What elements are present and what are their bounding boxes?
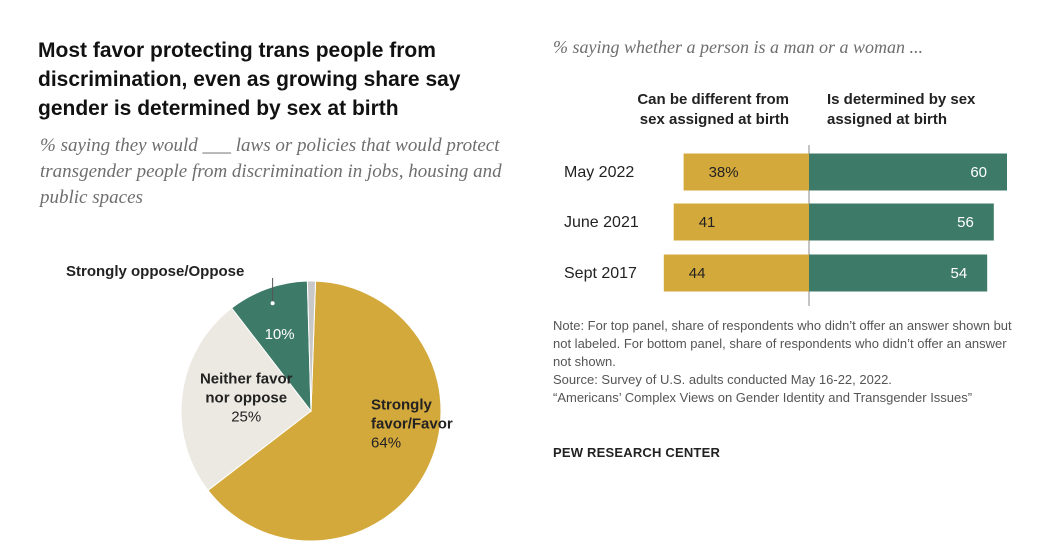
pie-slice-label: nor oppose (205, 389, 287, 406)
series-header-right: Is determined by sex (827, 91, 976, 108)
bar-value-label: 41 (699, 214, 716, 231)
bar-value-label: 60 (970, 164, 987, 181)
pie-slice-label: Neither favor (200, 370, 293, 387)
pie-slice-label: Strongly (371, 397, 432, 414)
series-header-left: Can be different from (637, 91, 789, 108)
pie-leader-dot (270, 301, 275, 306)
pie-slice (306, 280, 317, 412)
report-title-text: “Americans’ Complex Views on Gender Iden… (553, 390, 973, 405)
pie-slice-label: Strongly oppose/Oppose (66, 263, 244, 280)
bar-value-label: 44 (689, 265, 706, 282)
series-header-left: sex assigned at birth (640, 111, 789, 128)
pie-slice (207, 280, 442, 542)
series-header-right: assigned at birth (827, 111, 947, 128)
pie-value-label: 25% (231, 408, 261, 425)
category-label: May 2022 (564, 164, 634, 181)
source-text: Source: Survey of U.S. adults conducted … (553, 372, 892, 387)
pie-slice (230, 280, 312, 413)
bar-value-label: 38% (709, 164, 739, 181)
bar-left (663, 254, 809, 292)
category-label: Sept 2017 (564, 265, 637, 282)
chart-title: Most favor protecting trans people from … (38, 39, 461, 120)
brand-logo-text: PEW RESEARCH CENTER (553, 445, 721, 460)
bar-right (809, 254, 988, 292)
bar-value-label: 56 (957, 214, 974, 231)
pie-value-label: 10% (265, 326, 295, 343)
bar-value-label: 54 (951, 265, 968, 282)
pie-subtitle: % saying they would ___ laws or policies… (40, 135, 502, 208)
pie-slice-label: favor/Favor (371, 416, 453, 433)
category-label: June 2021 (564, 214, 639, 231)
bar-left (673, 203, 809, 241)
bar-subtitle: % saying whether a person is a man or a … (553, 37, 923, 57)
chart-notes: Note: For top panel, share of respondent… (553, 317, 1013, 407)
pie-slice (180, 307, 312, 492)
note-text: Note: For top panel, share of respondent… (553, 318, 1012, 369)
bar-right (809, 153, 1007, 191)
bar-right (809, 203, 994, 241)
bar-left (683, 153, 809, 191)
pie-value-label: 64% (371, 435, 401, 452)
